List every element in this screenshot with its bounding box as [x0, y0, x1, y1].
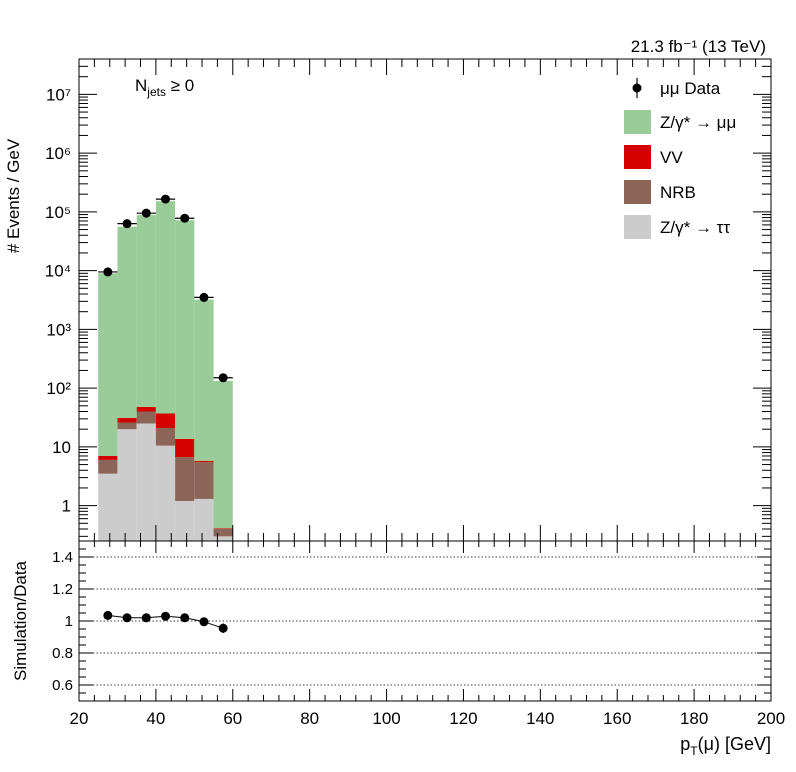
y-tick-label-ratio-3: 1.2: [52, 581, 73, 598]
data-point-1: [122, 219, 132, 229]
ratio-point-0: [103, 610, 113, 620]
bar-vv-bin-0: [98, 455, 118, 460]
x-tick-label-0: 20: [70, 709, 89, 728]
ratio-point-1: [122, 613, 132, 623]
bar-vv-bin-1: [117, 418, 137, 423]
bar-ztautau-bin-4: [175, 500, 195, 541]
x-tick-label-4: 100: [372, 709, 400, 728]
bar-ztautau-bin-0: [98, 473, 118, 541]
bar-zmumu-bin-6: [213, 380, 233, 529]
legend-vv-swatch: [624, 145, 651, 169]
legend-vv-label: VV: [660, 148, 683, 167]
legend-zmumu-swatch: [624, 110, 651, 134]
bar-ztautau-bin-5: [194, 498, 214, 541]
x-axis-title-rest: (μ) [GeV]: [698, 734, 771, 754]
x-axis-title-p: p: [680, 734, 690, 754]
legend-zmumu-label: Z/γ* → μμ: [660, 113, 736, 132]
x-tick-label-3: 80: [300, 709, 319, 728]
x-tick-label-6: 140: [526, 709, 554, 728]
y-axis-title-main: # Events / GeV: [4, 138, 23, 253]
bar-ztautau-bin-3: [155, 445, 176, 541]
y-tick-label-main-1: 10: [52, 438, 71, 457]
y-tick-label-main-2: 10²: [46, 379, 71, 398]
bar-vv-bin-5: [194, 460, 214, 463]
y-tick-label-ratio-1: 0.8: [52, 645, 73, 662]
x-tick-label-2: 60: [223, 709, 242, 728]
selection-cond: ≥ 0: [166, 76, 194, 95]
selection-label: Njets ≥ 0: [135, 76, 194, 99]
x-axis-title-sub: T: [690, 744, 698, 758]
legend-nrb-swatch: [624, 180, 651, 204]
bar-zmumu-bin-5: [194, 299, 214, 461]
ratio-point-4: [180, 613, 190, 623]
x-tick-label-1: 40: [146, 709, 165, 728]
selection-sub: jets: [146, 85, 166, 99]
data-point-0: [103, 267, 113, 277]
y-tick-label-main-7: 10⁷: [46, 85, 71, 104]
data-point-2: [141, 208, 151, 218]
bar-ztautau-bin-1: [117, 429, 137, 541]
x-tick-label-9: 200: [757, 709, 785, 728]
x-axis-title: pT(μ) [GeV]: [680, 734, 771, 758]
legend: μμ Data Z/γ* → μμ VV NRB Z/γ* → ττ: [624, 78, 736, 239]
bar-zmumu-bin-2: [136, 215, 156, 407]
bar-zmumu-bin-0: [98, 273, 118, 456]
y-tick-label-main-3: 10³: [46, 320, 71, 339]
legend-nrb-label: NRB: [660, 183, 696, 202]
bar-vv-bin-6: [213, 528, 233, 530]
bar-nrb-bin-6: [213, 529, 233, 537]
data-point-6: [218, 373, 228, 383]
bar-nrb-bin-0: [98, 459, 118, 474]
axis-ticks: [78, 58, 772, 702]
bar-nrb-bin-1: [117, 422, 137, 430]
y-tick-label-ratio-2: 1: [65, 613, 73, 630]
lumi-label: 21.3 fb⁻¹ (13 TeV): [631, 37, 766, 56]
bar-vv-bin-3: [155, 413, 176, 428]
x-tick-label-8: 180: [680, 709, 708, 728]
bar-zmumu-bin-4: [175, 220, 195, 439]
y-tick-label-main-5: 10⁵: [45, 203, 71, 222]
bar-nrb-bin-4: [175, 457, 195, 501]
data-point-4: [180, 213, 190, 223]
x-tick-label-5: 120: [449, 709, 477, 728]
legend-ztautau-swatch: [624, 215, 651, 239]
ratio-panel: [79, 556, 771, 686]
y-axis-title-ratio: Simulation/Data: [11, 560, 30, 681]
y-tick-label-ratio-4: 1.4: [52, 549, 73, 566]
bar-nrb-bin-3: [155, 427, 176, 446]
bar-zmumu-bin-1: [117, 226, 137, 419]
x-tick-label-7: 160: [603, 709, 631, 728]
ratio-point-3: [161, 611, 170, 621]
bar-zmumu-bin-3: [155, 201, 176, 414]
ratio-point-2: [141, 613, 151, 623]
ratio-point-6: [218, 623, 228, 633]
main-data-points: [98, 194, 233, 383]
selection-n: N: [135, 76, 147, 95]
ratio-point-5: [199, 617, 209, 627]
legend-data-label: μμ Data: [660, 79, 721, 98]
bar-ztautau-bin-6: [213, 536, 233, 541]
main-histogram-area: [98, 201, 233, 541]
bar-vv-bin-2: [136, 406, 156, 412]
y-tick-label-main-4: 10⁴: [45, 262, 71, 281]
bar-vv-bin-4: [175, 438, 195, 458]
y-tick-label-ratio-0: 0.6: [52, 677, 73, 694]
bar-nrb-bin-2: [136, 411, 156, 424]
data-point-3: [161, 194, 170, 204]
data-point-5: [199, 292, 209, 302]
bar-ztautau-bin-2: [136, 423, 156, 541]
bar-nrb-bin-5: [194, 462, 214, 499]
y-tick-label-main-6: 10⁶: [45, 144, 71, 163]
y-tick-label-main-0: 1: [62, 497, 71, 516]
legend-ztautau-label: Z/γ* → ττ: [660, 218, 730, 237]
axis-labels: 20 40 60 80 100 120 140 160 180 20011010²10³10⁴10…: [45, 85, 785, 728]
